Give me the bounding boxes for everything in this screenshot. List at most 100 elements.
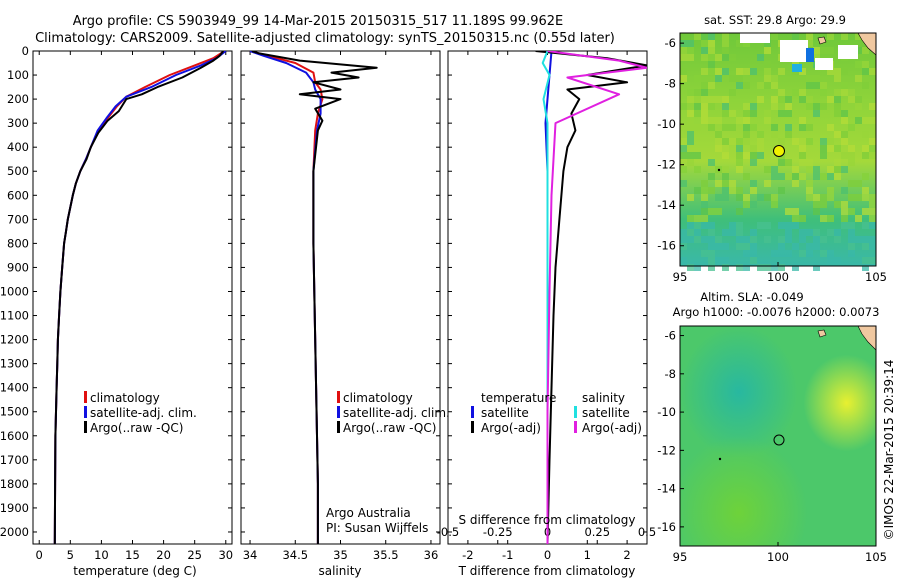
sst-pixel xyxy=(771,131,778,138)
sst-pixel xyxy=(708,257,715,264)
sst-pixel xyxy=(862,152,869,159)
sst-pixel xyxy=(694,96,701,103)
sst-pixel xyxy=(771,194,778,201)
sst-pixel xyxy=(799,215,806,222)
map-x-tick-label: 95 xyxy=(673,550,688,564)
sst-pixel xyxy=(743,68,750,75)
sst-pixel xyxy=(750,243,757,250)
sst-pixel xyxy=(813,208,820,215)
sst-pixel xyxy=(778,173,785,180)
sst-pixel xyxy=(785,173,792,180)
map-y-tick-label: -8 xyxy=(665,77,676,91)
temperature-legend: climatology satellite-adj. clim. Argo(..… xyxy=(84,391,197,435)
sst-pixel xyxy=(834,89,841,96)
sst-pixel xyxy=(820,145,827,152)
sst-pixel xyxy=(715,194,722,201)
sst-pixel xyxy=(680,180,687,187)
sst-pixel xyxy=(722,96,729,103)
sst-pixel xyxy=(722,138,729,145)
sst-pixel xyxy=(701,222,708,229)
map-y-tick-label: -6 xyxy=(665,329,676,343)
sst-pixel xyxy=(701,117,708,124)
legend-label-satellite: satellite-adj. clim. xyxy=(343,406,450,420)
sst-map-argo-marker xyxy=(773,145,785,157)
sst-pixel xyxy=(715,243,722,250)
sst-pixel xyxy=(778,236,785,243)
sst-pixel xyxy=(743,82,750,89)
sst-pixel xyxy=(785,229,792,236)
sst-pixel xyxy=(785,103,792,110)
map-x-tick-label: 95 xyxy=(673,270,688,284)
sst-pixel xyxy=(764,117,771,124)
sst-pixel xyxy=(806,103,813,110)
legend-swatch-argo xyxy=(337,421,340,433)
sst-pixel xyxy=(841,187,848,194)
y-tick-label: 1200 xyxy=(0,333,29,347)
sst-pixel xyxy=(757,145,764,152)
sst-pixel xyxy=(736,166,743,173)
legend-swatch-climatology xyxy=(337,391,340,403)
sst-pixel xyxy=(841,117,848,124)
sst-pixel xyxy=(680,243,687,250)
sst-pixel xyxy=(694,124,701,131)
y-tick-label: 1900 xyxy=(0,501,29,515)
sst-pixel xyxy=(708,96,715,103)
sst-pixel xyxy=(694,229,701,236)
sst-pixel xyxy=(757,138,764,145)
sst-pixel xyxy=(869,152,876,159)
sst-pixel xyxy=(827,194,834,201)
x-tick-label: 1 xyxy=(584,548,591,562)
sst-pixel xyxy=(708,173,715,180)
sst-pixel xyxy=(722,68,729,75)
sst-pixel xyxy=(736,243,743,250)
map-y-tick-label: -16 xyxy=(657,520,676,534)
sst-pixel xyxy=(862,236,869,243)
sst-pixel xyxy=(708,243,715,250)
sst-pixel xyxy=(771,201,778,208)
map-x-tick-label: 105 xyxy=(865,270,887,284)
sst-pixel xyxy=(764,264,771,271)
sst-pixel xyxy=(750,124,757,131)
sst-pixel xyxy=(792,138,799,145)
sst-pixel xyxy=(855,61,862,68)
sst-pixel xyxy=(701,82,708,89)
sst-pixel xyxy=(827,173,834,180)
sst-pixel xyxy=(869,194,876,201)
sst-pixel xyxy=(841,110,848,117)
sst-pixel xyxy=(715,145,722,152)
map-y-tick-label: -6 xyxy=(665,36,676,50)
map-y-tick-label: -12 xyxy=(657,158,676,172)
sst-pixel xyxy=(687,89,694,96)
legend-swatch-sal-satellite xyxy=(574,406,577,418)
sst-pixel xyxy=(862,61,869,68)
sst-pixel xyxy=(722,110,729,117)
x-tick-label: 0 xyxy=(544,548,551,562)
sst-pixel xyxy=(855,96,862,103)
legend-title-salinity: salinity xyxy=(582,391,625,405)
y-tick-label: 0 xyxy=(22,44,29,58)
sst-pixel xyxy=(757,82,764,89)
legend-swatch-climatology xyxy=(84,391,87,403)
sst-pixel xyxy=(687,131,694,138)
sst-pixel xyxy=(708,208,715,215)
y-tick-label: 300 xyxy=(7,116,29,130)
sst-pixel xyxy=(680,68,687,75)
map-y-tick-label: -10 xyxy=(657,117,676,131)
x-tick-label: 36 xyxy=(424,548,439,562)
sst-pixel xyxy=(806,124,813,131)
sst-pixel xyxy=(827,138,834,145)
sst-pixel xyxy=(715,96,722,103)
legend-label-sal-satellite: satellite xyxy=(582,406,630,420)
sst-pixel xyxy=(736,40,743,47)
sla-map-title: Altim. SLA: -0.049 xyxy=(700,290,804,304)
sst-pixel xyxy=(729,229,736,236)
sst-pixel xyxy=(862,145,869,152)
sst-pixel xyxy=(813,82,820,89)
sst-pixel xyxy=(701,250,708,257)
sst-pixel xyxy=(757,131,764,138)
sst-pixel xyxy=(792,33,799,40)
series-line-climatology xyxy=(53,51,226,544)
sst-pixel xyxy=(862,82,869,89)
sst-pixel xyxy=(771,152,778,159)
sst-pixel xyxy=(680,103,687,110)
